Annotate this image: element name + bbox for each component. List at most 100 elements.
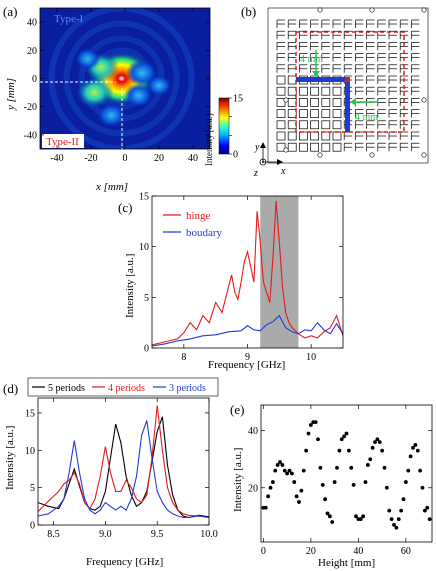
lattice-square <box>321 120 331 130</box>
scatter-point <box>273 468 278 473</box>
scatter-point <box>282 468 287 473</box>
hinge-horizontal-bar <box>296 77 348 82</box>
x-tick-label: 10 <box>306 352 316 363</box>
legend-d-3: 3 periods <box>169 383 206 394</box>
scatter-point <box>330 520 335 524</box>
scatter-point <box>316 437 320 442</box>
scatter-point <box>392 522 396 527</box>
lattice-square <box>287 131 297 141</box>
dimension-label-1: 4 mm <box>300 54 323 65</box>
x-tick-label: 10.0 <box>200 529 218 540</box>
scatter-point <box>382 465 387 470</box>
lattice-square <box>276 86 286 96</box>
lattice-square <box>332 142 342 152</box>
scatter-point <box>403 480 408 484</box>
scatter-point <box>420 485 425 490</box>
axis-y-letter: y <box>254 142 260 153</box>
lattice-square <box>310 86 319 96</box>
x-tick-label: 0 <box>261 546 266 557</box>
scatter-point <box>308 423 313 427</box>
y-axis-label-c: Intensity [a.u.] <box>124 254 136 318</box>
heatmap-x-axis-label: x [mm] <box>95 181 128 193</box>
y-tick-label: 0 <box>30 521 35 532</box>
annotation-type-i: Type-I <box>54 13 83 25</box>
scatter-point <box>278 460 282 464</box>
lattice-via <box>421 97 427 103</box>
y-tick-label: 10 <box>139 242 149 253</box>
scatter-point <box>384 485 389 490</box>
heatmap-axes: -40 -20 0 20 40 40 20 0 -20 -40 <box>24 8 210 164</box>
y-tick-label: -40 <box>24 130 37 141</box>
lattice-via <box>369 7 375 13</box>
scatter-point <box>287 468 292 473</box>
scatter-point <box>368 457 373 462</box>
scatter-point <box>389 517 394 522</box>
lattice-square <box>310 98 319 107</box>
lattice-via <box>317 7 323 13</box>
x-tick-label: -20 <box>84 153 97 164</box>
lattice-via <box>283 97 289 103</box>
scatter-point <box>327 514 332 519</box>
lattice-square <box>310 142 319 152</box>
scatter-point <box>365 463 370 467</box>
scatter-point <box>396 517 401 522</box>
y-tick-label: 15 <box>139 192 149 203</box>
legend-c-hinge: hinge <box>186 210 211 222</box>
panel-a-label: (a) <box>3 4 17 19</box>
x-tick-label: 8 <box>181 352 186 363</box>
legend-c-boundary: boudary <box>186 227 223 239</box>
spectrum-lines-c <box>152 201 343 347</box>
y-tick-label: -20 <box>24 102 37 113</box>
scatter-point <box>406 468 411 473</box>
colorbar <box>218 97 230 155</box>
heatmap-hotspot <box>124 83 153 108</box>
scatter-points-e <box>261 420 432 530</box>
scatter-point <box>408 454 413 459</box>
scatter-point <box>377 440 382 445</box>
scatter-point <box>313 420 318 425</box>
y-tick-label: 0 <box>144 344 149 355</box>
y-tick-label: 20 <box>27 46 37 57</box>
lattice-square <box>276 75 286 85</box>
x-tick-label: 9 <box>245 352 250 363</box>
lattice-square <box>299 120 308 130</box>
lattice-square <box>276 98 286 107</box>
lattice-square <box>299 86 308 96</box>
heatmap-y-axis-label: y [mm] <box>5 78 17 111</box>
shaded-band <box>260 196 299 348</box>
scatter-point <box>263 505 268 510</box>
scatter-point <box>375 437 380 442</box>
series-line-c-1 <box>152 314 343 347</box>
lattice-via <box>369 152 375 158</box>
lattice-square <box>276 109 286 118</box>
scatter-point <box>299 488 304 493</box>
panel-a: (a) Type-I Type-II -40 -20 0 20 4040200-20-4… <box>3 4 243 193</box>
hinge-vertical-bar <box>345 77 350 132</box>
y-tick-label: 10 <box>25 446 35 457</box>
y-tick-label: 40 <box>248 426 258 437</box>
y-tick-label: 5 <box>30 483 35 494</box>
scatter-point <box>349 465 354 470</box>
y-tick-label: 20 <box>248 483 258 494</box>
scatter-point <box>387 508 392 513</box>
lattice-square <box>276 142 286 152</box>
lattice-square <box>287 109 297 118</box>
lattice-square <box>299 142 308 152</box>
x-tick-label: 20 <box>306 546 316 557</box>
scatter-point <box>346 448 351 453</box>
y-axis-label-e: Intensity [a.u.] <box>232 448 244 512</box>
panel-b: (b) 4 mm 4 mm y x z <box>241 4 429 179</box>
scatter-point <box>304 448 309 453</box>
scatter-point <box>342 434 347 439</box>
x-tick-label: 60 <box>401 546 411 557</box>
scatter-point <box>306 431 311 436</box>
scatter-point <box>325 511 330 516</box>
colorbar-tick-label: 15 <box>233 94 243 105</box>
legend-d: 5 periods 4 periods 3 periods <box>27 377 219 397</box>
x-axis-label-d: Frequency [GHz] <box>86 556 163 568</box>
scatter-point <box>418 468 423 473</box>
y-axis-label-d: Intensity [a.u.] <box>4 426 16 490</box>
scatter-point <box>354 514 358 519</box>
plot-frame-e <box>260 404 433 543</box>
axes-c: 8 9 10 0 5 10 15 <box>139 192 343 363</box>
